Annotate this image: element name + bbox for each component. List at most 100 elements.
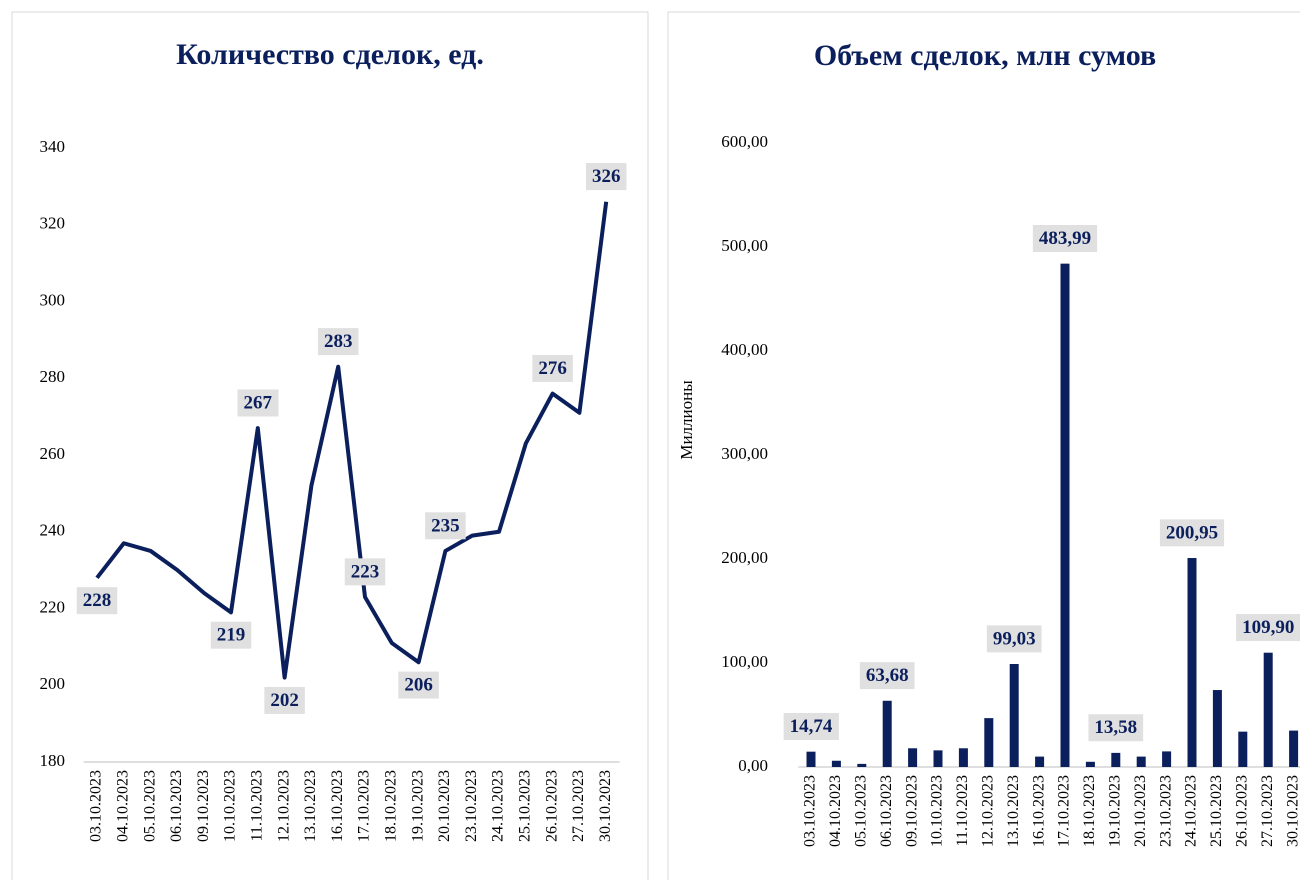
data-label: 202 <box>270 690 299 711</box>
x-tick-label: 19.10.2023 <box>409 770 426 842</box>
x-tick-label: 10.10.2023 <box>929 775 946 847</box>
y-tick-label: 180 <box>40 751 66 770</box>
data-label-box <box>1032 225 1098 253</box>
bar <box>1289 730 1299 767</box>
x-tick-label: 30.10.2023 <box>1284 775 1300 847</box>
x-tick-label: 05.10.2023 <box>852 775 869 847</box>
data-label: 219 <box>217 625 246 646</box>
x-tick-label: 18.10.2023 <box>1081 775 1098 847</box>
data-label-box <box>532 354 573 382</box>
x-tick-label: 13.10.2023 <box>302 770 319 842</box>
data-label-box <box>986 625 1042 653</box>
y-tick-label: 300 <box>40 290 66 309</box>
data-label-box <box>859 662 915 690</box>
x-tick-label: 24.10.2023 <box>490 770 507 842</box>
bar <box>958 748 968 767</box>
line <box>95 201 609 680</box>
data-label: 13,58 <box>1094 717 1137 738</box>
y-axis-label: Миллионы <box>677 380 696 460</box>
bar <box>984 718 994 767</box>
data-label-box <box>783 713 839 741</box>
y-tick-label: 100,00 <box>721 652 768 671</box>
data-label: 267 <box>244 392 273 413</box>
data-label: 99,03 <box>993 628 1036 649</box>
bar <box>1162 751 1172 767</box>
x-tick-label: 09.10.2023 <box>195 770 212 842</box>
data-label: 235 <box>431 515 460 536</box>
x-tick-label: 20.10.2023 <box>436 770 453 842</box>
x-tick-label: 11.10.2023 <box>954 775 971 846</box>
y-tick-label: 200 <box>40 674 66 693</box>
y-tick-label: 400,00 <box>721 340 768 359</box>
x-tick-label: 23.10.2023 <box>463 770 480 842</box>
bar <box>1085 761 1095 767</box>
x-tick-label: 12.10.2023 <box>275 770 292 842</box>
data-label-box <box>210 621 252 649</box>
y-tick-label: 320 <box>40 214 66 233</box>
chart-title: Объем сделок, млн сумов <box>814 39 1156 72</box>
data-label-box <box>317 328 359 356</box>
x-tick-label: 24.10.2023 <box>1183 775 1200 847</box>
bar <box>857 763 867 767</box>
bar <box>1187 558 1197 767</box>
bar <box>882 700 892 767</box>
bar <box>1035 756 1045 767</box>
data-label: 276 <box>538 358 567 379</box>
x-tick-label: 19.10.2023 <box>1106 775 1123 847</box>
data-label: 326 <box>592 166 621 187</box>
x-tick-label: 17.10.2023 <box>356 770 373 842</box>
x-tick-label: 26.10.2023 <box>1233 775 1250 847</box>
x-tick-label: 05.10.2023 <box>141 770 158 842</box>
bar <box>1136 756 1146 767</box>
data-label: 63,68 <box>866 665 909 686</box>
y-tick-label: 600,00 <box>721 132 768 151</box>
x-tick-label: 10.10.2023 <box>222 770 239 842</box>
data-label: 283 <box>324 331 353 352</box>
data-label: 206 <box>404 675 433 696</box>
data-label: 109,90 <box>1242 617 1294 638</box>
x-tick-label: 16.10.2023 <box>1030 775 1047 847</box>
x-tick-label: 25.10.2023 <box>516 770 533 842</box>
x-tick-label: 25.10.2023 <box>1208 775 1225 847</box>
chart-title: Количество сделок, ед. <box>176 38 484 71</box>
bar <box>1060 263 1070 767</box>
x-tick-label: 30.10.2023 <box>597 770 614 842</box>
y-tick-label: 300,00 <box>721 444 768 463</box>
data-label: 223 <box>351 561 380 582</box>
data-label: 200,95 <box>1166 522 1218 543</box>
data-label-box <box>237 389 279 417</box>
x-tick-label: 06.10.2023 <box>168 770 185 842</box>
x-tick-label: 06.10.2023 <box>878 775 895 847</box>
data-label-box <box>76 587 118 615</box>
bar <box>1212 690 1222 767</box>
x-tick-label: 13.10.2023 <box>1005 775 1022 847</box>
y-tick-label: 240 <box>40 521 66 540</box>
x-tick-label: 27.10.2023 <box>1259 775 1276 847</box>
x-tick-label: 20.10.2023 <box>1132 775 1149 847</box>
x-tick-label: 16.10.2023 <box>329 770 346 842</box>
y-tick-label: 200,00 <box>721 548 768 567</box>
bar <box>1238 731 1248 767</box>
bar <box>1009 664 1019 767</box>
x-tick-label: 11.10.2023 <box>248 770 265 841</box>
bar <box>933 750 943 767</box>
x-tick-label: 12.10.2023 <box>979 775 996 847</box>
bar <box>831 760 841 767</box>
data-label-box <box>425 512 466 540</box>
y-tick-label: 260 <box>40 444 66 463</box>
bar <box>1263 652 1273 767</box>
y-tick-label: 0,00 <box>738 756 768 775</box>
data-label-box <box>1088 714 1144 742</box>
x-tick-label: 27.10.2023 <box>570 770 587 842</box>
x-tick-label: 23.10.2023 <box>1157 775 1174 847</box>
y-tick-label: 340 <box>40 137 66 156</box>
x-tick-label: 03.10.2023 <box>88 770 105 842</box>
x-tick-label: 03.10.2023 <box>802 775 819 847</box>
data-label-box <box>585 163 627 191</box>
x-tick-label: 04.10.2023 <box>827 775 844 847</box>
data-label-box <box>344 558 386 586</box>
x-tick-label: 26.10.2023 <box>543 770 560 842</box>
bar <box>908 748 918 767</box>
